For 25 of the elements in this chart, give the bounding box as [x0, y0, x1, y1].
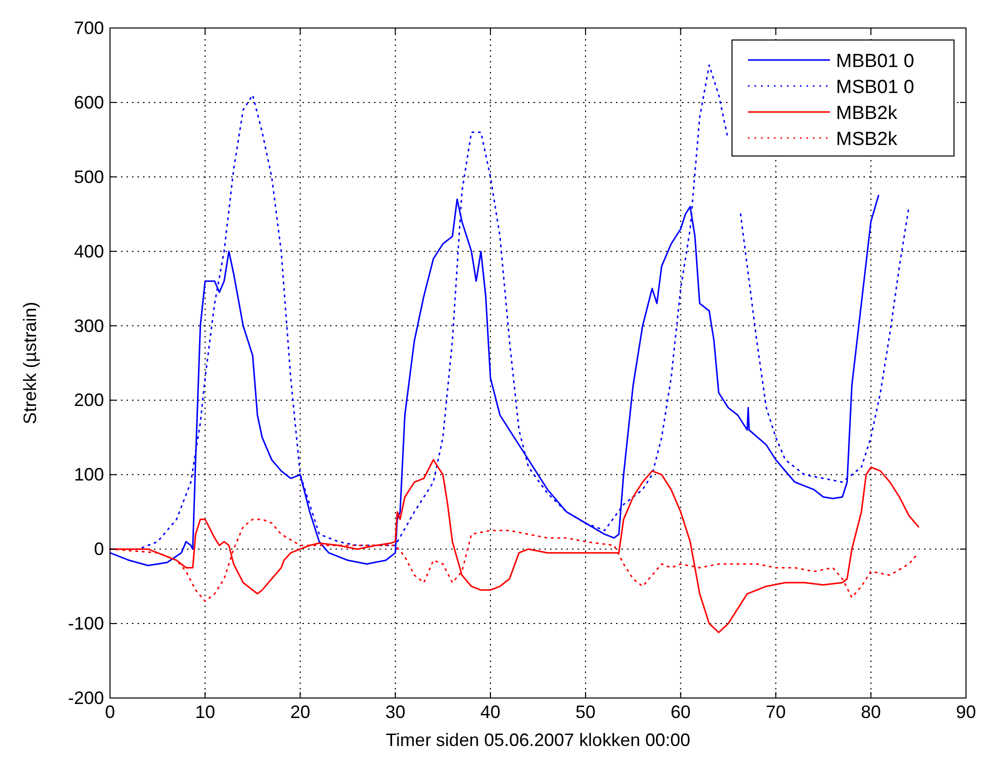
y-tick-label: -200 [68, 688, 104, 708]
x-tick-label: 90 [956, 702, 976, 722]
y-tick-label: 100 [74, 464, 104, 485]
x-tick-label: 80 [860, 702, 881, 722]
y-tick-label: 600 [74, 92, 104, 112]
y-tick-label: 700 [74, 18, 104, 38]
x-tick-label: 20 [290, 702, 310, 722]
y-tick-label: 300 [74, 316, 104, 336]
y-tick-label: 0 [94, 539, 104, 560]
x-tick-label: 10 [195, 702, 216, 722]
legend-label: MSB01 0 [836, 77, 914, 98]
y-tick-label: 500 [74, 166, 104, 187]
x-tick-label: 70 [766, 702, 786, 722]
x-tick-label: 50 [576, 702, 596, 722]
x-tick-label: 30 [385, 702, 406, 722]
legend-label: MSB2k [836, 129, 898, 150]
y-tick-label: -100 [68, 614, 104, 634]
legend-label: MBB2k [836, 103, 898, 124]
x-axis-title: Timer siden 05.06.2007 klokken 00:00 [386, 730, 690, 750]
x-tick-label: 60 [670, 702, 691, 722]
y-tick-label: 200 [74, 390, 104, 410]
y-tick-label: 400 [74, 241, 104, 262]
x-tick-label: 40 [480, 702, 500, 722]
y-axis-title: Strekk (µstrain) [20, 302, 40, 424]
legend-label: MBB01 0 [836, 51, 914, 72]
